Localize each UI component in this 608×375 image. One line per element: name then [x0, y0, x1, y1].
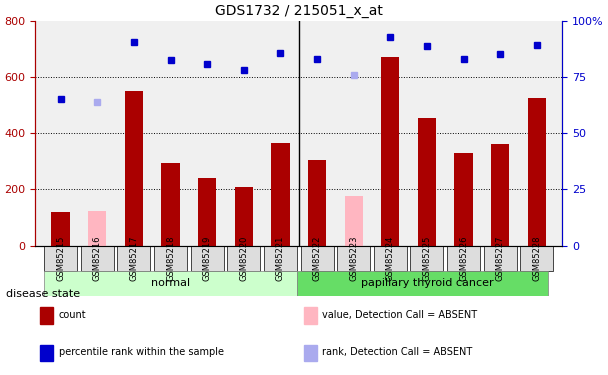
FancyBboxPatch shape — [520, 246, 553, 271]
FancyBboxPatch shape — [337, 246, 370, 271]
FancyBboxPatch shape — [264, 246, 297, 271]
Bar — [40, 307, 54, 324]
Bar — [125, 91, 143, 246]
FancyBboxPatch shape — [297, 271, 548, 296]
Text: GSM85227: GSM85227 — [496, 236, 505, 281]
Text: GSM85228: GSM85228 — [533, 236, 541, 281]
Title: GDS1732 / 215051_x_at: GDS1732 / 215051_x_at — [215, 4, 382, 18]
Text: GSM85221: GSM85221 — [276, 236, 285, 281]
Text: rank, Detection Call = ABSENT: rank, Detection Call = ABSENT — [322, 347, 473, 357]
Text: GSM85218: GSM85218 — [166, 236, 175, 281]
Text: papillary thyroid cancer: papillary thyroid cancer — [361, 278, 493, 288]
Text: GSM85215: GSM85215 — [56, 236, 65, 281]
Bar — [198, 178, 216, 246]
FancyBboxPatch shape — [484, 246, 517, 271]
FancyBboxPatch shape — [44, 246, 77, 271]
Text: GSM85223: GSM85223 — [349, 236, 358, 281]
Bar — [528, 98, 546, 246]
Bar — [161, 163, 180, 246]
Bar — [345, 196, 363, 246]
FancyBboxPatch shape — [227, 246, 260, 271]
Bar — [304, 307, 317, 324]
Text: GSM85219: GSM85219 — [202, 236, 212, 281]
Text: value, Detection Call = ABSENT: value, Detection Call = ABSENT — [322, 309, 478, 320]
Bar — [418, 118, 436, 246]
Bar — [235, 187, 253, 246]
Text: GSM85220: GSM85220 — [240, 236, 248, 281]
Text: normal: normal — [151, 278, 190, 288]
Bar — [304, 345, 317, 361]
Text: percentile rank within the sample: percentile rank within the sample — [59, 347, 224, 357]
Bar — [308, 160, 326, 246]
Bar — [40, 345, 54, 361]
Text: GSM85216: GSM85216 — [93, 236, 102, 281]
Text: GSM85224: GSM85224 — [386, 236, 395, 281]
Text: GSM85226: GSM85226 — [459, 236, 468, 281]
Bar — [52, 212, 70, 246]
FancyBboxPatch shape — [154, 246, 187, 271]
FancyBboxPatch shape — [300, 246, 334, 271]
Bar — [454, 153, 473, 246]
FancyBboxPatch shape — [374, 246, 407, 271]
Bar — [88, 210, 106, 246]
Bar — [491, 144, 510, 246]
FancyBboxPatch shape — [81, 246, 114, 271]
Text: GSM85225: GSM85225 — [423, 236, 432, 281]
FancyBboxPatch shape — [410, 246, 443, 271]
Text: disease state: disease state — [6, 290, 80, 299]
Bar — [381, 57, 399, 246]
FancyBboxPatch shape — [191, 246, 224, 271]
Bar — [271, 143, 289, 246]
Text: GSM85222: GSM85222 — [313, 236, 322, 281]
Text: count: count — [59, 309, 86, 320]
Text: GSM85217: GSM85217 — [130, 236, 139, 281]
FancyBboxPatch shape — [447, 246, 480, 271]
FancyBboxPatch shape — [117, 246, 150, 271]
FancyBboxPatch shape — [44, 271, 297, 296]
